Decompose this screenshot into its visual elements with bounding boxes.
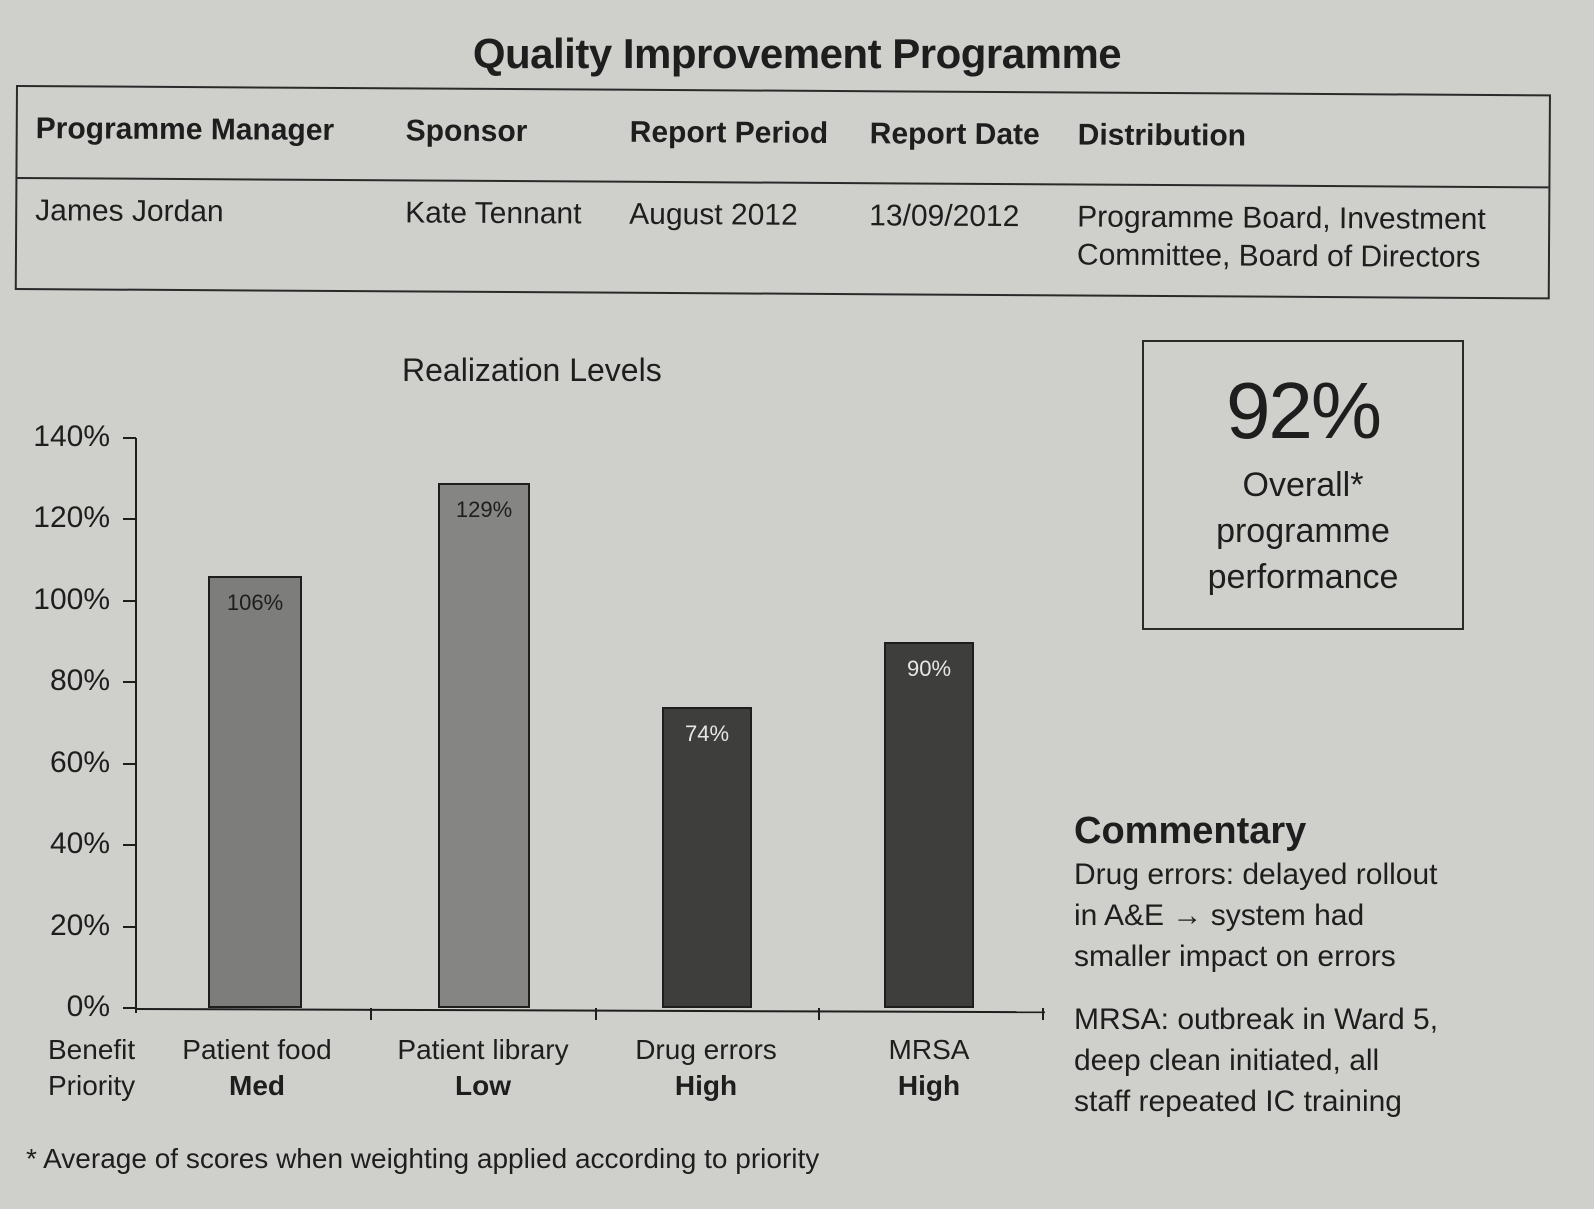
- y-tick-label: 40%: [49, 827, 110, 861]
- header-programme-manager: Programme Manager: [35, 112, 335, 147]
- commentary-line: deep clean initiated, all: [1074, 1044, 1380, 1077]
- x-tick: [1042, 1008, 1044, 1020]
- x-tick: [818, 1008, 820, 1020]
- caption-line: Overall*: [1242, 466, 1364, 504]
- header-sponsor: Sponsor: [405, 114, 528, 149]
- caption-line: programme: [1216, 512, 1390, 550]
- y-tick: [123, 1007, 136, 1009]
- y-tick: [123, 437, 136, 439]
- commentary-title: Commentary: [1074, 810, 1307, 852]
- x-axis: [134, 1008, 1045, 1014]
- bar-drug-errors: 74%: [662, 706, 752, 1008]
- y-tick-label: 0%: [66, 990, 110, 1023]
- commentary-line: MRSA: outbreak in Ward 5,: [1074, 1003, 1439, 1036]
- y-tick: [123, 762, 136, 765]
- info-table: Programme Manager Sponsor Report Period …: [14, 85, 1551, 300]
- y-axis: [135, 438, 137, 1013]
- commentary-item-mrsa: MRSA: outbreak in Ward 5, deep clean ini…: [1074, 999, 1574, 1122]
- y-tick: [123, 925, 136, 928]
- commentary-line: smaller impact on errors: [1074, 940, 1396, 973]
- value-programme-manager: James Jordan: [35, 194, 224, 229]
- bar-value-label: 90%: [906, 655, 952, 681]
- x-category-label: MRSA: [888, 1034, 970, 1065]
- x-tick: [595, 1008, 597, 1020]
- header-report-period: Report Period: [629, 115, 829, 150]
- commentary-line: in A&E → system had: [1074, 899, 1365, 932]
- bar-value-label: 74%: [684, 720, 730, 746]
- x-priority-label: Med: [229, 1070, 285, 1101]
- overall-performance-value: 92%: [1225, 366, 1382, 455]
- axis-label-benefit: Benefit: [48, 1034, 136, 1065]
- x-category-label: Drug errors: [635, 1034, 777, 1065]
- bar-value-label: 106%: [226, 590, 284, 616]
- value-report-period: August 2012: [629, 197, 798, 232]
- value-sponsor: Kate Tennant: [405, 196, 582, 231]
- y-tick-label: 100%: [33, 582, 110, 616]
- y-tick: [123, 681, 136, 684]
- distribution-line-2: Committee, Board of Directors: [1076, 238, 1481, 274]
- y-tick: [123, 844, 136, 847]
- value-report-date: 13/09/2012: [869, 199, 1020, 234]
- header-report-date: Report Date: [869, 117, 1040, 152]
- header-distribution: Distribution: [1077, 118, 1247, 153]
- y-tick: [123, 518, 136, 521]
- bar-patient-food: 106%: [208, 576, 302, 1008]
- y-tick-label: 140%: [33, 420, 110, 453]
- page-title: Quality Improvement Programme: [472, 30, 1122, 77]
- commentary-line: Drug errors: delayed rollout: [1074, 858, 1438, 891]
- axis-label-priority: Priority: [48, 1070, 136, 1101]
- bar-mrsa: 90%: [884, 641, 974, 1008]
- distribution-line-1: Programme Board, Investment: [1077, 200, 1486, 236]
- overall-performance-caption: Overall* programme performance: [1144, 462, 1462, 600]
- y-tick-label: 60%: [49, 745, 110, 779]
- caption-line: performance: [1207, 558, 1399, 596]
- x-tick: [370, 1008, 372, 1020]
- value-distribution: Programme Board, Investment Committee, B…: [1077, 198, 1486, 276]
- x-priority-label: High: [897, 1070, 961, 1101]
- bar-patient-library: 129%: [438, 482, 530, 1008]
- chart-title: Realization Levels: [402, 352, 662, 388]
- x-priority-label: Low: [455, 1070, 511, 1101]
- y-tick-label: 20%: [49, 908, 110, 942]
- y-tick-label: 120%: [33, 501, 110, 535]
- y-tick-label: 80%: [49, 664, 110, 698]
- overall-performance-box: 92% Overall* programme performance: [1142, 340, 1464, 630]
- footnote: * Average of scores when weighting appli…: [26, 1143, 820, 1174]
- x-category-label: Patient library: [397, 1034, 569, 1065]
- x-priority-label: High: [674, 1070, 738, 1101]
- x-category-label: Patient food: [182, 1034, 332, 1065]
- commentary-line: staff repeated IC training: [1074, 1085, 1402, 1118]
- bar-value-label: 129%: [455, 496, 513, 522]
- y-tick: [123, 599, 136, 602]
- commentary-item-drug-errors: Drug errors: delayed rollout in A&E → sy…: [1074, 854, 1574, 977]
- commentary-section: Commentary Drug errors: delayed rollout …: [1074, 808, 1574, 1122]
